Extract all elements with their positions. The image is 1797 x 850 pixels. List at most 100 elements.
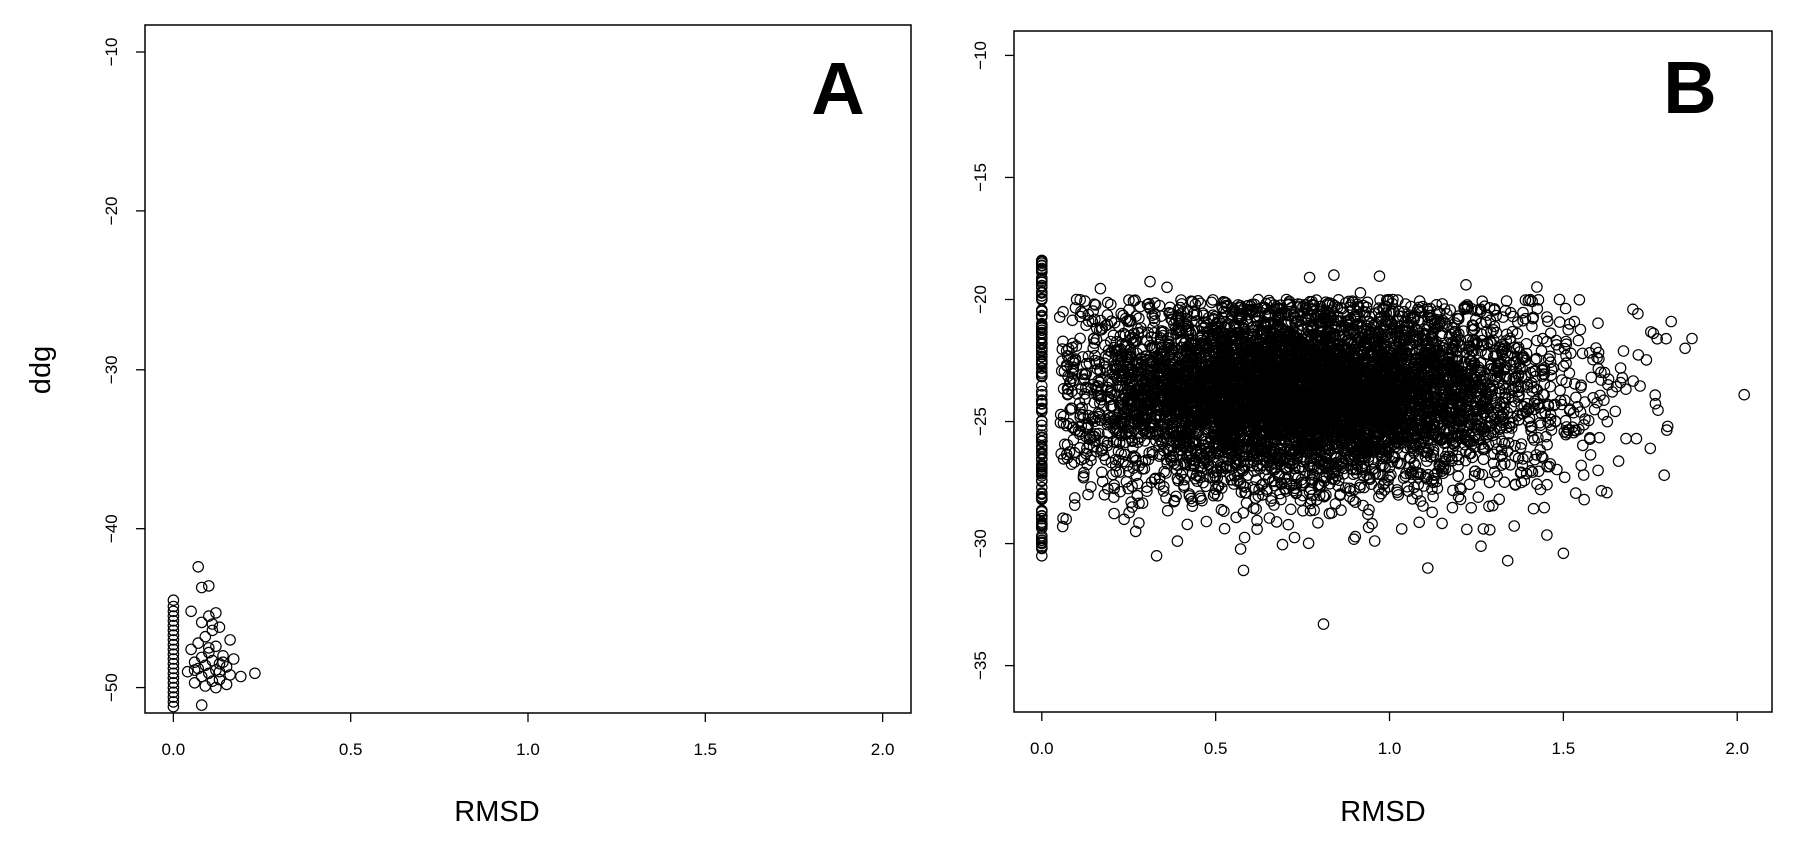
- data-point: [1134, 300, 1146, 313]
- data-point: [1061, 382, 1074, 395]
- data-point: [1521, 378, 1534, 391]
- data-point: [167, 610, 180, 622]
- data-point: [1567, 426, 1580, 439]
- data-point: [1193, 469, 1205, 482]
- data-point: [167, 634, 180, 646]
- data-point: [1354, 478, 1366, 491]
- data-point: [1251, 514, 1263, 527]
- data-point: [167, 624, 180, 637]
- panel-label-a: A: [811, 47, 864, 130]
- data-point: [1500, 295, 1513, 307]
- y-tick-label-b: −25: [971, 407, 990, 436]
- data-point: [1365, 478, 1378, 490]
- data-point: [1107, 468, 1119, 481]
- data-point: [220, 678, 233, 691]
- data-point: [1499, 304, 1512, 317]
- data-point: [1575, 381, 1587, 394]
- data-point: [1087, 342, 1099, 354]
- data-point: [1570, 391, 1582, 404]
- data-point: [1270, 516, 1283, 528]
- data-point: [1591, 351, 1603, 364]
- data-point: [1036, 290, 1048, 302]
- data-point: [1108, 507, 1120, 520]
- data-point: [1535, 345, 1548, 357]
- data-point: [1614, 362, 1627, 374]
- data-point: [1496, 338, 1508, 351]
- data-point: [1077, 351, 1089, 363]
- data-point: [249, 667, 261, 680]
- data-point: [1036, 394, 1048, 406]
- data-point: [1066, 314, 1079, 327]
- data-point: [1133, 312, 1145, 324]
- data-point: [1609, 405, 1622, 418]
- data-point: [1473, 467, 1485, 480]
- data-point: [1096, 466, 1108, 479]
- data-point: [1172, 304, 1184, 316]
- plot-frame-b: [1013, 30, 1773, 713]
- data-point: [1436, 298, 1448, 310]
- data-point: [1036, 415, 1048, 428]
- data-point: [1495, 443, 1508, 456]
- data-point: [203, 642, 215, 654]
- x-tick-label-a: 1.5: [693, 740, 717, 759]
- data-point: [1071, 388, 1083, 400]
- data-point: [1505, 422, 1518, 434]
- data-point: [1036, 388, 1048, 401]
- data-point: [1374, 294, 1386, 306]
- data-point: [181, 665, 194, 678]
- data-point: [1321, 297, 1334, 310]
- data-point: [1526, 431, 1539, 444]
- data-point: [167, 648, 180, 660]
- data-point: [1154, 433, 1166, 446]
- data-point: [1094, 414, 1106, 426]
- data-point: [210, 640, 222, 653]
- data-point: [1577, 439, 1589, 452]
- x-axis-title-a: RMSD: [454, 796, 539, 828]
- data-point: [1436, 517, 1448, 530]
- data-point: [1238, 531, 1251, 544]
- data-point: [1457, 325, 1470, 337]
- y-tick-label-b: −30: [971, 529, 990, 558]
- x-tick-label-b: 1.0: [1378, 739, 1402, 758]
- data-point: [1036, 510, 1048, 522]
- data-point: [1036, 470, 1048, 482]
- data-point: [1036, 435, 1048, 447]
- data-point: [1446, 501, 1459, 514]
- data-point: [1649, 397, 1662, 410]
- data-point: [167, 614, 180, 627]
- data-point: [167, 619, 180, 632]
- data-point: [1535, 407, 1548, 420]
- data-point: [1527, 502, 1540, 515]
- data-point: [195, 699, 208, 711]
- data-point: [1475, 540, 1487, 552]
- data-point: [1218, 333, 1231, 346]
- data-point: [1517, 306, 1529, 319]
- data-point: [1189, 298, 1202, 311]
- data-point: [1531, 281, 1543, 293]
- axis-ticks-a: 0.0 0.5 1.0 1.5 2.0−10−20−30−40−50: [102, 38, 894, 759]
- data-point: [1572, 334, 1585, 347]
- data-point: [1036, 461, 1048, 473]
- data-point: [1454, 493, 1467, 506]
- data-point: [210, 681, 222, 694]
- data-point: [192, 637, 204, 649]
- data-point: [1564, 403, 1576, 415]
- data-point: [1235, 486, 1248, 498]
- data-point: [1538, 501, 1551, 514]
- data-point: [1362, 508, 1374, 520]
- data-point: [1413, 516, 1425, 529]
- data-point: [167, 696, 180, 708]
- data-point: [1113, 466, 1126, 478]
- data-point: [1263, 512, 1276, 524]
- data-point: [1569, 487, 1582, 499]
- data-point: [1601, 415, 1614, 428]
- data-point: [1498, 476, 1511, 488]
- data-point: [1186, 500, 1199, 512]
- data-point: [1520, 337, 1533, 350]
- data-point: [1508, 520, 1520, 532]
- data-point: [1480, 420, 1492, 433]
- data-point: [1544, 380, 1557, 393]
- data-point: [167, 667, 180, 680]
- data-point: [213, 665, 226, 678]
